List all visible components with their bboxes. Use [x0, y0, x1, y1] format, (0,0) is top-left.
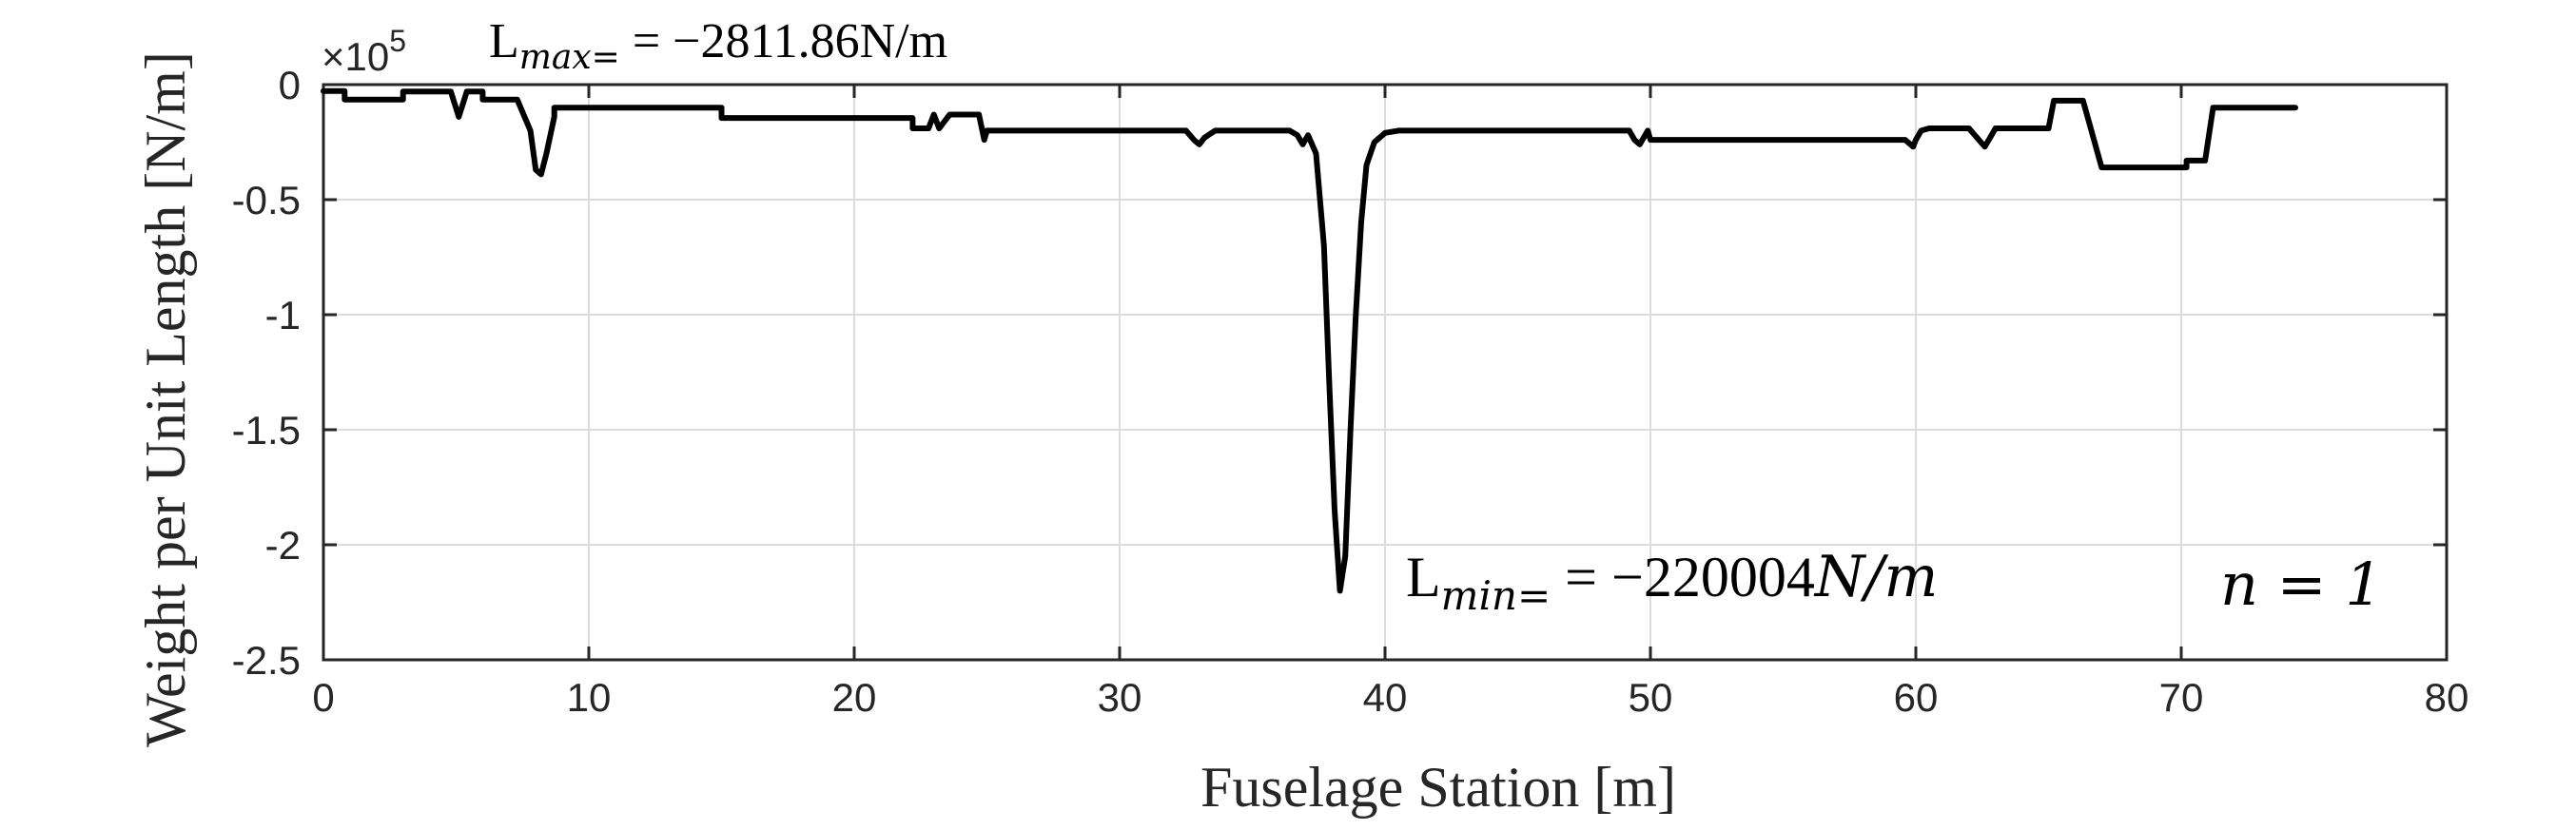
- y-axis-title: Weight per Unit Length [N/m]: [134, 51, 197, 747]
- lmin-base: L: [1406, 546, 1441, 608]
- lmax-value: = −2811.86N/m: [620, 14, 947, 68]
- n-label: n = 1: [2220, 550, 2383, 619]
- lmin-value: = −220004: [1551, 546, 1815, 608]
- x-tick-label: 60: [1894, 675, 1939, 720]
- x-axis-title: Fuselage Station [m]: [1200, 756, 1676, 819]
- grid-lines: [323, 85, 2447, 660]
- y-tick-label: -1.5: [232, 408, 301, 453]
- lmin-unit: N/m: [1813, 544, 1939, 610]
- axis-ticks: 0 10 20 30 40 50 60 70 80 0 -0.5 -1 -1.5 -2 -2.5: [232, 63, 2469, 720]
- y-tick-label: -2.5: [232, 638, 301, 683]
- y-exponent-base: ×10: [322, 34, 389, 79]
- lmin-subscript: min=: [1441, 572, 1551, 619]
- y-tick-label: 0: [279, 63, 301, 107]
- y-exponent-label: ×105: [322, 24, 406, 79]
- series-line: [321, 87, 2298, 594]
- y-tick-label: -0.5: [232, 178, 301, 222]
- y-tick-label: -1: [265, 293, 301, 338]
- x-tick-label: 80: [2425, 675, 2469, 720]
- y-tick-label: -2: [265, 523, 301, 568]
- x-tick-label: 50: [1629, 675, 1673, 720]
- x-tick-label: 30: [1098, 675, 1142, 720]
- x-tick-label: 20: [832, 675, 877, 720]
- series-line-layer: [321, 87, 2298, 594]
- lmax-annotation: Lmax= = −2811.86N/m: [489, 14, 947, 77]
- y-exponent-power: 5: [389, 24, 406, 58]
- lmin-annotation: Lmin= = −220004N/m: [1406, 544, 1938, 619]
- lmax-subscript: max=: [519, 38, 620, 77]
- x-tick-label: 70: [2159, 675, 2204, 720]
- x-tick-label: 0: [312, 675, 334, 720]
- x-tick-label: 40: [1363, 675, 1408, 720]
- lmax-base: L: [489, 14, 519, 68]
- x-tick-label: 10: [567, 675, 612, 720]
